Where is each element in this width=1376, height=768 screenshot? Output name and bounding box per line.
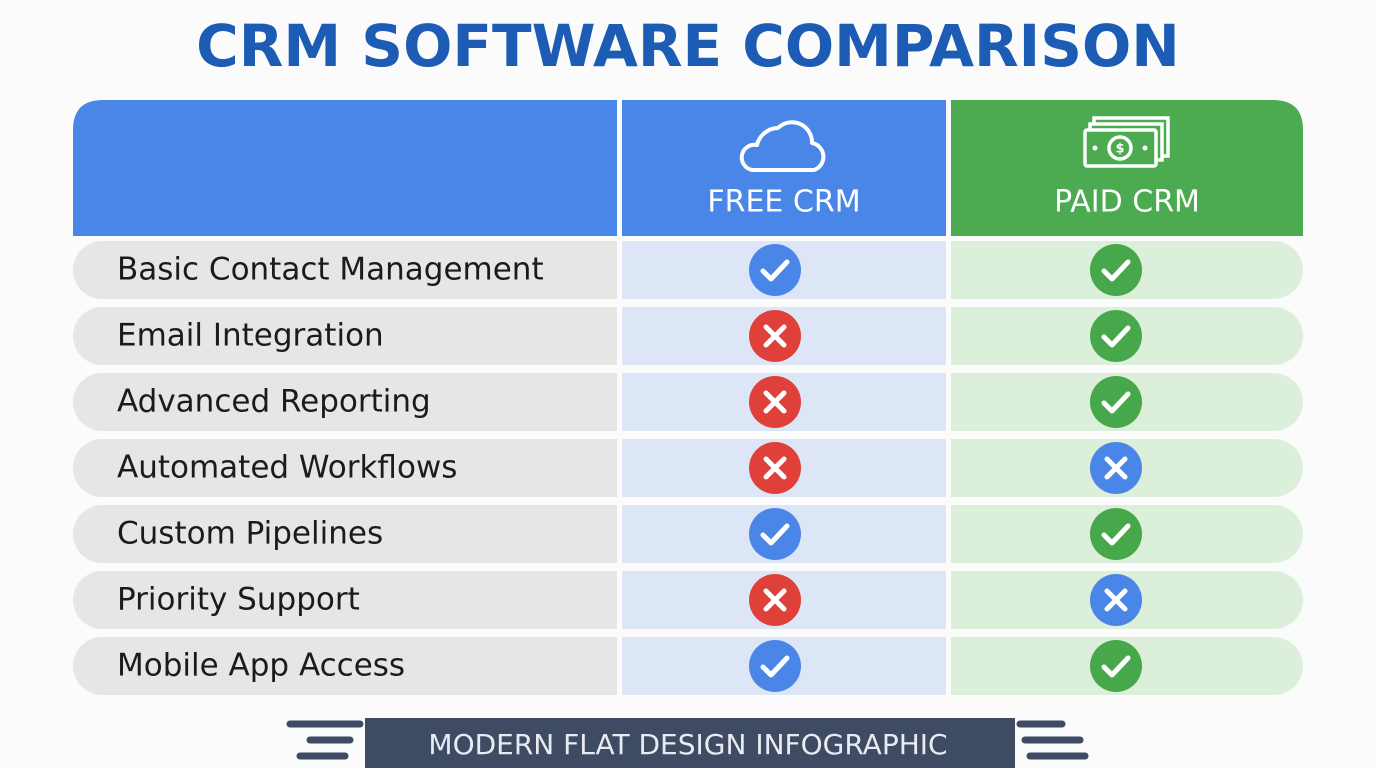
icon-circle [1090, 244, 1142, 296]
check-mark [1101, 259, 1131, 282]
check-icon [1090, 508, 1142, 560]
check-mark [760, 259, 790, 282]
cross-icon [749, 310, 801, 362]
cross-icon [1090, 442, 1142, 494]
feature-cell [73, 571, 617, 629]
cross-mark [1104, 588, 1128, 612]
cross-mark [763, 588, 787, 612]
check-icon [1090, 640, 1142, 692]
icon-circle [1090, 310, 1142, 362]
cross-mark [763, 456, 787, 480]
header-blank-cell [73, 100, 617, 236]
footer-text: MODERN FLAT DESIGN INFOGRAPHIC [428, 728, 947, 761]
check-icon [749, 244, 801, 296]
feature-label: Advanced Reporting [117, 384, 431, 420]
check-mark [1101, 391, 1131, 414]
title: CRM SOFTWARE COMPARISON [196, 12, 1180, 80]
cross-icon [1090, 574, 1142, 626]
cross-mark [763, 390, 787, 414]
check-mark [760, 655, 790, 678]
icon-circle [1090, 376, 1142, 428]
column-header: PAID CRM [1054, 185, 1200, 220]
money-icon [1083, 116, 1170, 168]
icon-circle [749, 244, 801, 296]
footer-banner [365, 718, 1015, 768]
icon-circle [749, 640, 801, 692]
column-header: FREE CRM [707, 185, 860, 220]
feature-label: Mobile App Access [117, 648, 405, 684]
check-mark [1101, 523, 1131, 546]
cloud-icon [739, 120, 826, 172]
feature-label: Basic Contact Management [117, 252, 544, 288]
check-icon [1090, 310, 1142, 362]
feature-label: Automated Workflows [117, 450, 457, 486]
feature-label: Priority Support [117, 582, 360, 618]
feature-cell [73, 637, 617, 695]
cross-mark [1104, 456, 1128, 480]
check-icon [749, 640, 801, 692]
footer-streaks [286, 720, 1089, 760]
cross-icon [749, 442, 801, 494]
check-mark [1101, 325, 1131, 348]
check-icon [749, 508, 801, 560]
check-mark [760, 523, 790, 546]
icon-circle [1090, 640, 1142, 692]
feature-cell [73, 307, 617, 365]
header-paid-cell [951, 100, 1303, 236]
money-dot [1142, 145, 1148, 151]
feature-label: Custom Pipelines [117, 516, 383, 552]
cross-mark [763, 324, 787, 348]
check-mark [1101, 655, 1131, 678]
icon-circle [749, 508, 801, 560]
check-icon [1090, 376, 1142, 428]
icon-circle [1090, 508, 1142, 560]
feature-cell [73, 439, 617, 497]
feature-label: Email Integration [117, 318, 384, 354]
feature-cell [73, 373, 617, 431]
table-body: Basic Contact Management Email Integratio… [73, 241, 1303, 695]
feature-cell [73, 505, 617, 563]
check-icon [1090, 244, 1142, 296]
cross-icon [749, 376, 801, 428]
dollar-sign: $ [1115, 142, 1124, 157]
money-dot [1092, 145, 1098, 151]
feature-cell [73, 241, 617, 299]
cross-icon [749, 574, 801, 626]
